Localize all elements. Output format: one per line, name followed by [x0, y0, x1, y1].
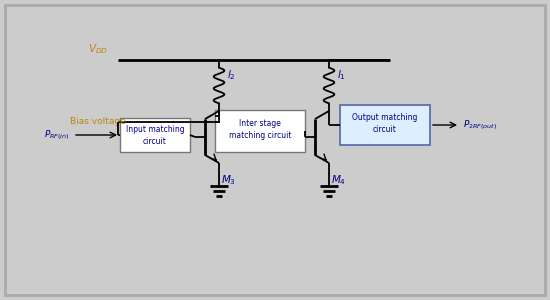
Bar — [215, 110, 305, 152]
Text: $V_{DD}$: $V_{DD}$ — [88, 42, 108, 56]
Text: $P_{RF(in)}$: $P_{RF(in)}$ — [45, 128, 70, 142]
Text: $M_4$: $M_4$ — [331, 173, 346, 187]
Text: Bias voltage: Bias voltage — [70, 118, 126, 127]
Text: $P_{2RF(out)}$: $P_{2RF(out)}$ — [463, 118, 497, 132]
Text: $M_3$: $M_3$ — [221, 173, 236, 187]
Bar — [120, 118, 190, 152]
Text: $l_2$: $l_2$ — [227, 69, 236, 82]
Text: $l_1$: $l_1$ — [337, 69, 346, 82]
Bar — [340, 105, 430, 145]
Text: Output matching: Output matching — [353, 113, 417, 122]
Text: Input matching: Input matching — [126, 125, 184, 134]
Text: circuit: circuit — [143, 136, 167, 146]
Text: Inter stage: Inter stage — [239, 118, 281, 127]
Text: circuit: circuit — [373, 125, 397, 134]
Text: matching circuit: matching circuit — [229, 130, 292, 140]
